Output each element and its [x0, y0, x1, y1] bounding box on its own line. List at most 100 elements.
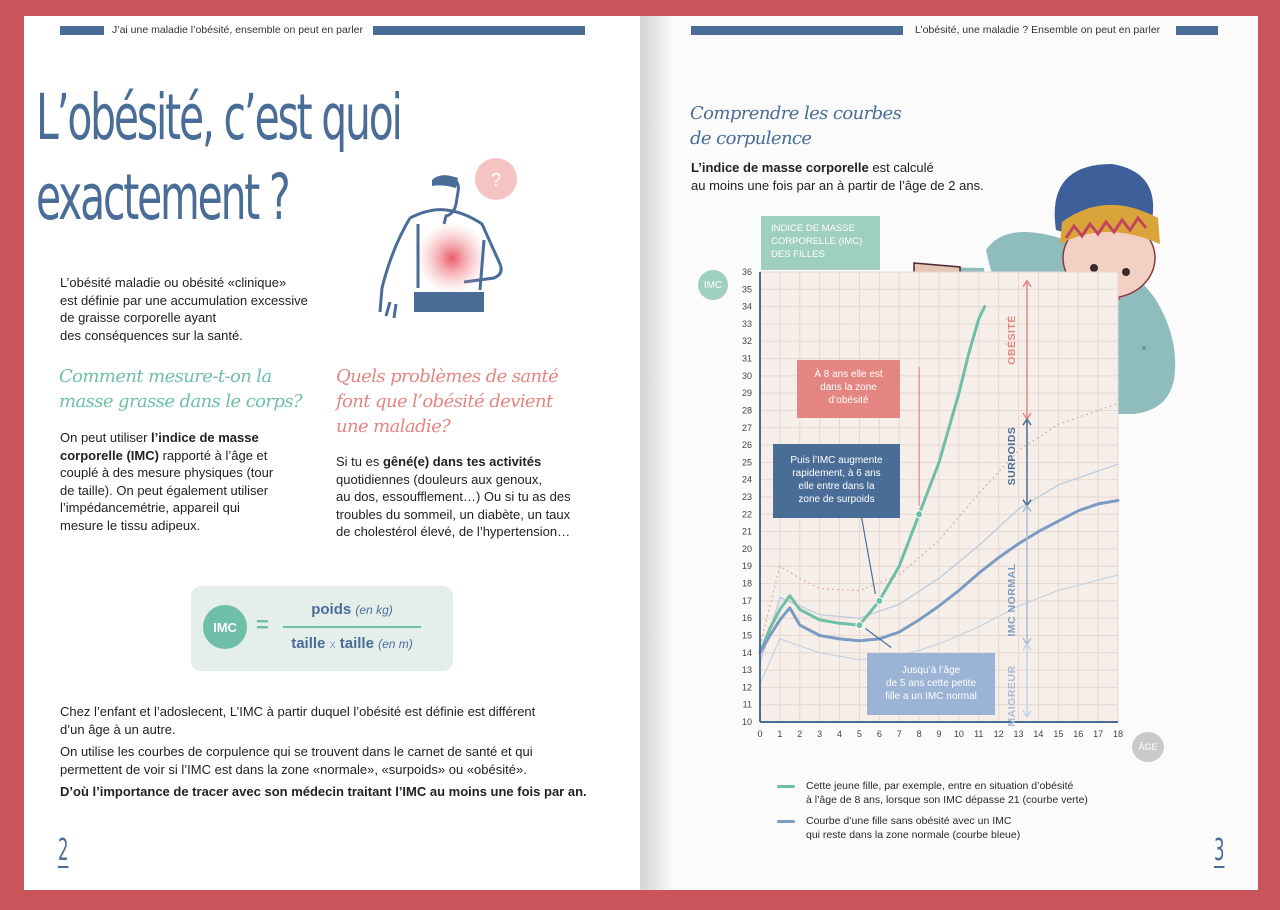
- right-header: L’obésité, une maladie ? Ensemble on peu…: [691, 24, 1219, 36]
- problems-heading: Quels problèmes de santé font que l’obés…: [336, 364, 559, 439]
- outro-paragraph: Chez l’enfant et l’adoslecent, L’IMC à p…: [60, 703, 587, 801]
- heading-line: font que l’obésité devient: [336, 391, 553, 412]
- y-tick-label: 30: [742, 371, 752, 381]
- y-tick-label: 35: [742, 284, 752, 294]
- chart-title-line: DES FILLES: [771, 249, 825, 260]
- y-tick-label: 29: [742, 388, 752, 398]
- page-number: 2: [58, 833, 69, 868]
- series-line: [758, 305, 987, 655]
- x-tick-label: 7: [897, 729, 902, 739]
- bold-text: L’indice de masse corporelle: [691, 160, 869, 175]
- zone-arrow-head: [1022, 642, 1032, 651]
- text-line: au moins une fois par an à partir de l’â…: [691, 177, 984, 193]
- y-tick-label: 22: [742, 509, 752, 519]
- legend-green: Cette jeune fille, par exemple, entre en…: [806, 779, 1088, 807]
- x-tick-label: 6: [877, 729, 882, 739]
- y-tick-label: 32: [742, 336, 752, 346]
- intro-paragraph: L’obésité maladie ou obésité «clinique» …: [60, 274, 308, 344]
- y-tick-label: 25: [742, 457, 752, 467]
- data-marker: [915, 510, 924, 519]
- text-line: au dos, essoufflement…) Ou si tu as des: [336, 489, 571, 504]
- left-header: J’ai une maladie l’obésité, ensemble on …: [60, 24, 585, 36]
- intro-line: L’obésité maladie ou obésité «clinique»: [60, 275, 287, 290]
- curves-intro: L’indice de masse corporelle est calculé…: [691, 159, 984, 194]
- y-tick-label: 17: [742, 596, 752, 606]
- callout-obesity: À 8 ans elle est dans la zone d’obésité: [797, 360, 900, 418]
- y-tick-label: 15: [742, 630, 752, 640]
- intro-line: est définie par une accumulation excessi…: [60, 292, 308, 308]
- y-tick-label: 24: [742, 475, 752, 485]
- chart-title-line: CORPORELLE (IMC): [771, 236, 863, 247]
- text-line: de taille). On peut également utiliser: [60, 482, 269, 498]
- problems-paragraph: Si tu es gêné(e) dans tes activités quot…: [336, 453, 571, 541]
- y-tick-label: 18: [742, 579, 752, 589]
- series-line: [758, 499, 1120, 655]
- x-tick-label: 15: [1053, 729, 1063, 739]
- x-tick-label: 10: [954, 729, 964, 739]
- person-pain-illustration: ?: [378, 158, 517, 319]
- imc-axis-badge: IMC: [698, 270, 728, 300]
- taille-text: taille: [291, 635, 326, 652]
- legend-line: Cette jeune fille, par exemple, entre en…: [806, 780, 1074, 792]
- x-tick-label: 2: [797, 729, 802, 739]
- question-mark: ?: [491, 170, 501, 190]
- text-line: quotidiennes (douleurs aux genoux,: [336, 471, 542, 487]
- x-tick-label: 3: [817, 729, 822, 739]
- callout-line: À 8 ans elle est: [814, 369, 883, 380]
- chart-grid: [759, 271, 1119, 723]
- curves-heading: Comprendre les courbes de corpulence: [690, 101, 902, 151]
- callout-line: fille a un IMC normal: [885, 691, 977, 702]
- y-tick-label: 12: [742, 682, 752, 692]
- y-tick-label: 23: [742, 492, 752, 502]
- text: rapporté à l’âge et: [158, 447, 268, 463]
- x-tick-label: 9: [936, 729, 941, 739]
- callout-surpoids: Puis l’IMC augmente rapidement, à 6 ans …: [773, 444, 900, 518]
- callout-pointer: [858, 505, 876, 595]
- legend-swatch-blue: [777, 820, 795, 823]
- poids-unit: (en kg): [355, 603, 393, 617]
- x-tick-label: 1: [777, 729, 782, 739]
- chart-series: [758, 305, 1120, 655]
- callout-line: Puis l’IMC augmente: [790, 455, 883, 466]
- y-tick-label: 36: [742, 267, 752, 277]
- zone-normal: IMC NORMAL: [1006, 560, 1018, 640]
- y-tick-label: 28: [742, 405, 752, 415]
- text-line: On utilise les courbes de corpulence qui…: [60, 744, 533, 759]
- left-header-text: J’ai une maladie l’obésité, ensemble on …: [112, 24, 363, 36]
- zone-arrow-head: [1022, 279, 1032, 288]
- imc-badge: IMC: [203, 605, 247, 649]
- heading-line: une maladie?: [336, 416, 451, 437]
- text-line: mesure le tissu adipeux.: [60, 517, 201, 533]
- text-line: l’impédancemétrie, appareil qui: [60, 500, 240, 515]
- text: On peut utiliser: [60, 430, 152, 445]
- left-page: [24, 16, 640, 890]
- text-line: permettent de voir si l’IMC est dans la …: [60, 761, 527, 777]
- callout-line: rapidement, à 6 ans: [792, 468, 881, 479]
- heading-line: de corpulence: [690, 128, 812, 149]
- x-tick-label: 11: [974, 729, 983, 739]
- text-line: Chez l’enfant et l’adoslecent, L’IMC à p…: [60, 704, 536, 719]
- callout-pointer: [865, 628, 892, 649]
- y-tick-label: 10: [742, 717, 752, 727]
- header-bar: [691, 25, 903, 35]
- y-tick-label: 21: [742, 527, 752, 537]
- header-bar: [1176, 25, 1219, 35]
- zone-label: SURPOIDS: [1006, 426, 1018, 486]
- y-tick-label: 14: [742, 648, 752, 658]
- chart-markers: [855, 510, 924, 630]
- heading-line: Comprendre les courbes: [690, 103, 902, 124]
- callout-line: elle entre dans la: [798, 481, 875, 492]
- text: Si tu es: [336, 454, 383, 469]
- bold-line: D’où l’importance de tracer avec son méd…: [60, 784, 587, 799]
- y-tick-label: 26: [742, 440, 752, 450]
- legend-line: à l’âge de 8 ans, lorsque son IMC dépass…: [806, 794, 1088, 806]
- chart-title-tag: INDICE DE MASSE CORPORELLE (IMC) DES FIL…: [761, 216, 880, 270]
- x-tick-label: 17: [1093, 729, 1103, 739]
- legend-swatch-green: [777, 785, 795, 788]
- right-header-text: L’obésité, une maladie ? Ensemble on peu…: [915, 24, 1161, 36]
- legend-blue: Courbe d’une fille sans obésité avec un …: [806, 814, 1020, 842]
- bold-text: corporelle (IMC): [60, 447, 159, 463]
- legend-line: qui reste dans la zone normale (courbe b…: [806, 829, 1021, 841]
- callout-line: Jusqu’à l’âge: [901, 665, 961, 676]
- zone-label: IMC NORMAL: [1006, 563, 1018, 637]
